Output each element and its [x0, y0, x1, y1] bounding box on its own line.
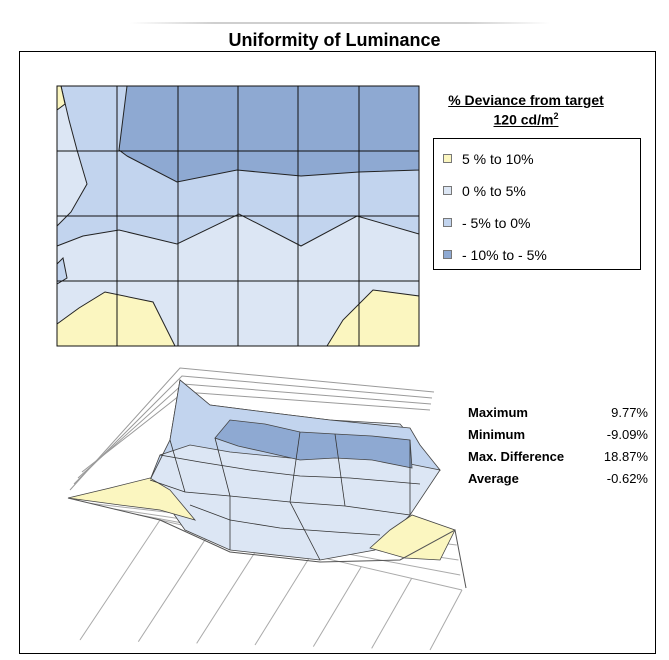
floor-grid-line	[196, 543, 262, 644]
chart-title: Uniformity of Luminance	[228, 30, 441, 50]
stat-value: -9.09%	[606, 427, 648, 442]
legend-item-label: 0 % to 5%	[462, 183, 526, 199]
legend-item: 0 % to 5%	[443, 182, 526, 200]
stat-label: Minimum	[468, 427, 526, 442]
stat-row-max-difference: Max. Difference 18.87%	[468, 448, 648, 470]
legend-swatch	[443, 154, 452, 163]
legend-swatch	[443, 250, 452, 259]
legend-box: 5 % to 10% 0 % to 5% - 5% to 0% - 10% to…	[433, 138, 641, 270]
stat-row-minimum: Minimum -9.09%	[468, 426, 648, 448]
stat-label: Max. Difference	[468, 449, 565, 464]
floor-grid-line	[254, 554, 312, 646]
contour-map	[56, 85, 420, 347]
legend-target-sup: 2	[553, 111, 559, 121]
floor-grid-line	[429, 589, 463, 651]
contour-grid	[57, 86, 419, 346]
floor-grid-line	[312, 566, 362, 647]
stat-row-maximum: Maximum 9.77%	[468, 404, 648, 426]
legend-item-label: - 10% to - 5%	[462, 247, 547, 263]
floor-grid-line	[137, 531, 211, 642]
stat-label: Maximum	[468, 405, 528, 420]
legend-target-text: 120 cd/m	[493, 111, 554, 128]
legend-heading: % Deviance from target 120 cd/m2	[436, 92, 616, 128]
legend-swatch	[443, 218, 452, 227]
legend-item-label: - 5% to 0%	[462, 215, 531, 231]
legend-swatch	[443, 186, 452, 195]
stat-label: Average	[468, 471, 519, 486]
legend-item: - 10% to - 5%	[443, 246, 547, 264]
legend-heading-title: % Deviance from target	[448, 92, 604, 108]
top-rule	[130, 22, 550, 24]
stat-value: -0.62%	[606, 471, 648, 486]
surface-base-edge	[67, 497, 467, 589]
surface-zone-yellow	[67, 477, 197, 521]
surface-mesh	[149, 431, 421, 561]
stat-value: 9.77%	[611, 405, 648, 420]
chart-frame	[19, 51, 656, 654]
legend-heading-target: 120 cd/m2	[436, 108, 616, 128]
stat-value: 18.87%	[603, 449, 648, 464]
legend-item: 5 % to 10%	[443, 150, 534, 168]
floor-grid-line	[79, 519, 161, 641]
stats-table: Maximum 9.77% Minimum -9.09% Max. Differ…	[468, 404, 648, 492]
surface-zone-dark-blue	[214, 419, 413, 469]
floor-grid-line	[371, 578, 413, 649]
legend-item-label: 5 % to 10%	[462, 151, 534, 167]
stat-row-average: Average -0.62%	[468, 470, 648, 492]
contour-border	[56, 85, 420, 347]
legend-item: - 5% to 0%	[443, 214, 531, 232]
